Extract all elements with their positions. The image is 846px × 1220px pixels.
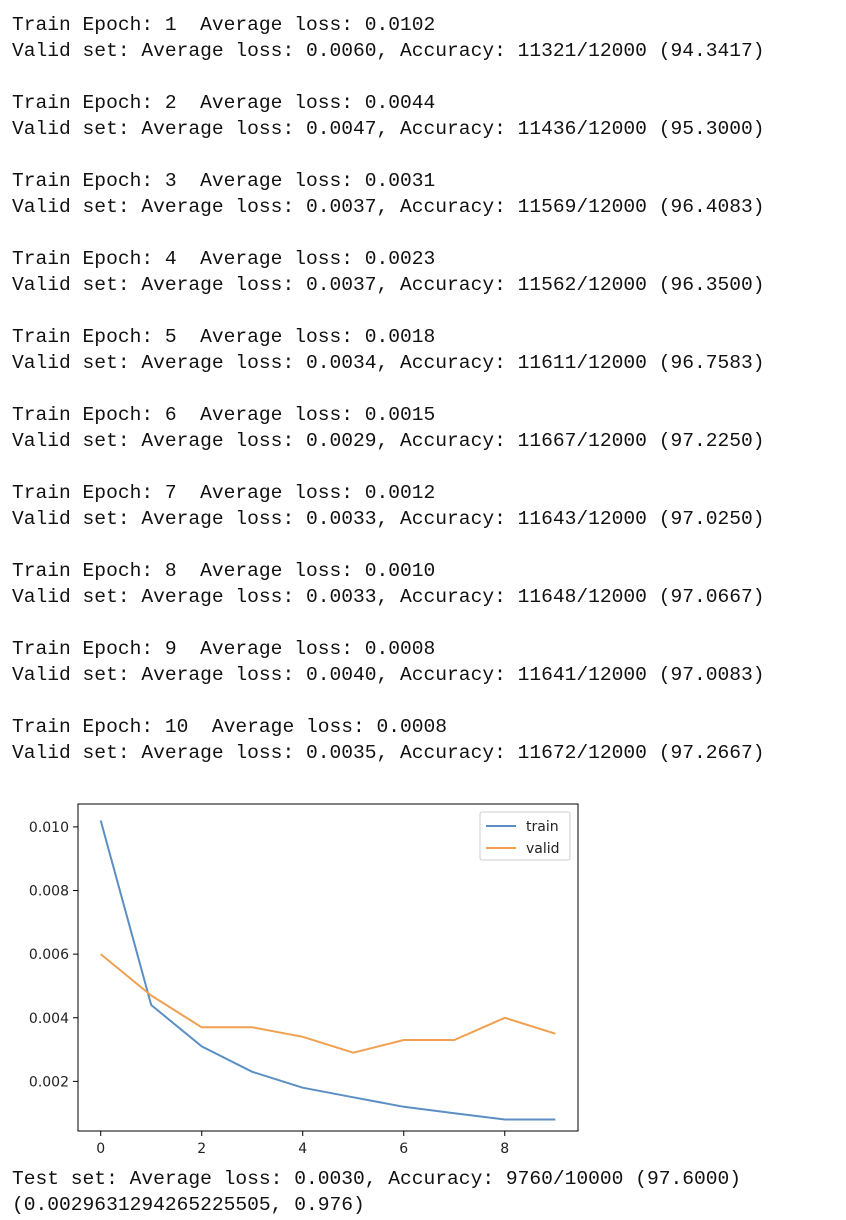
valid-set-line: Valid set: Average loss: 0.0037, Accurac… [12, 274, 765, 296]
plot-frame [77, 803, 579, 1132]
test-output: Test set: Average loss: 0.0030, Accuracy… [12, 1166, 842, 1218]
x-tick-label: 6 [399, 1141, 408, 1157]
epoch-block: Train Epoch: 3 Average loss: 0.0031 Valid… [12, 168, 842, 220]
valid-set-line: Valid set: Average loss: 0.0037, Accurac… [12, 196, 765, 218]
y-tick-label: 0.004 [29, 1011, 69, 1027]
train-epoch-line: Train Epoch: 6 Average loss: 0.0015 [12, 404, 436, 426]
legend-label-valid: valid [526, 841, 560, 857]
epoch-block: Train Epoch: 9 Average loss: 0.0008 Valid… [12, 636, 842, 688]
result-tuple-line: (0.0029631294265225505, 0.976) [12, 1194, 365, 1216]
epoch-block: Train Epoch: 10 Average loss: 0.0008 Vali… [12, 714, 842, 766]
train-epoch-line: Train Epoch: 10 Average loss: 0.0008 [12, 716, 448, 738]
valid-set-line: Valid set: Average loss: 0.0029, Accurac… [12, 430, 765, 452]
loss-chart: 0 2 4 6 8 0.002 0.004 0.006 0.008 0.010 train valid [0, 790, 600, 1160]
y-tick-label: 0.010 [29, 820, 69, 836]
series-line-train [99, 820, 556, 1121]
epoch-block: Train Epoch: 6 Average loss: 0.0015 Valid… [12, 402, 842, 454]
train-epoch-line: Train Epoch: 1 Average loss: 0.0102 [12, 14, 436, 36]
train-epoch-line: Train Epoch: 5 Average loss: 0.0018 [12, 326, 436, 348]
loss-chart-svg: 0 2 4 6 8 0.002 0.004 0.006 0.008 0.010 train valid [29, 803, 579, 1157]
train-epoch-line: Train Epoch: 8 Average loss: 0.0010 [12, 560, 436, 582]
epoch-block: Train Epoch: 1 Average loss: 0.0102 Valid… [12, 12, 842, 64]
train-epoch-line: Train Epoch: 7 Average loss: 0.0012 [12, 482, 436, 504]
epoch-block: Train Epoch: 5 Average loss: 0.0018 Valid… [12, 324, 842, 376]
test-set-line: Test set: Average loss: 0.0030, Accuracy… [12, 1168, 742, 1190]
x-tick-label: 0 [96, 1141, 105, 1157]
train-epoch-line: Train Epoch: 9 Average loss: 0.0008 [12, 638, 436, 660]
legend-label-train: train [526, 819, 559, 835]
epoch-block: Train Epoch: 4 Average loss: 0.0023 Valid… [12, 246, 842, 298]
valid-set-line: Valid set: Average loss: 0.0040, Accurac… [12, 664, 765, 686]
valid-set-line: Valid set: Average loss: 0.0060, Accurac… [12, 40, 765, 62]
x-tick-label: 2 [197, 1141, 206, 1157]
valid-set-line: Valid set: Average loss: 0.0033, Accurac… [12, 508, 765, 530]
training-log: Train Epoch: 1 Average loss: 0.0102 Valid… [12, 12, 842, 792]
valid-set-line: Valid set: Average loss: 0.0033, Accurac… [12, 586, 765, 608]
valid-set-line: Valid set: Average loss: 0.0047, Accurac… [12, 118, 765, 140]
train-epoch-line: Train Epoch: 4 Average loss: 0.0023 [12, 248, 436, 270]
y-tick-label: 0.008 [29, 884, 69, 900]
y-tick-label: 0.006 [29, 947, 69, 963]
valid-set-line: Valid set: Average loss: 0.0034, Accurac… [12, 352, 765, 374]
epoch-block: Train Epoch: 8 Average loss: 0.0010 Valid… [12, 558, 842, 610]
y-tick-label: 0.002 [29, 1074, 69, 1090]
x-tick-label: 8 [500, 1141, 509, 1157]
epoch-block: Train Epoch: 2 Average loss: 0.0044 Valid… [12, 90, 842, 142]
train-epoch-line: Train Epoch: 2 Average loss: 0.0044 [12, 92, 436, 114]
x-tick-label: 4 [298, 1141, 307, 1157]
valid-set-line: Valid set: Average loss: 0.0035, Accurac… [12, 742, 765, 764]
epoch-block: Train Epoch: 7 Average loss: 0.0012 Valid… [12, 480, 842, 532]
series-line-valid [100, 953, 556, 1054]
train-epoch-line: Train Epoch: 3 Average loss: 0.0031 [12, 170, 436, 192]
